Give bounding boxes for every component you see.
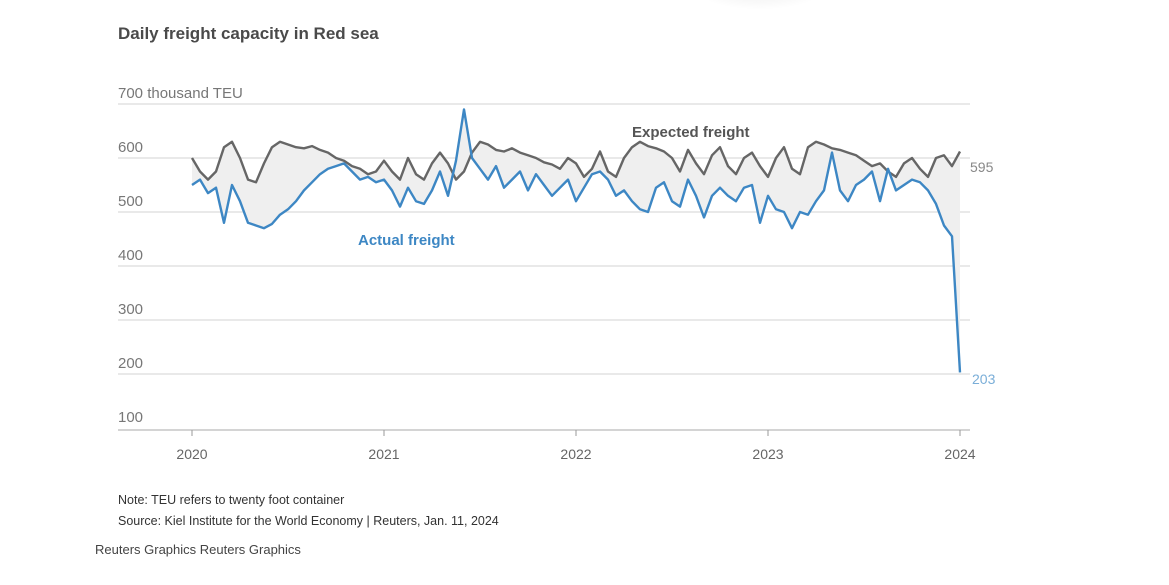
series-lines bbox=[190, 108, 962, 373]
y-tick-label: 400 bbox=[118, 247, 143, 264]
end-label-expected: 595 bbox=[970, 159, 994, 175]
chart-source: Source: Kiel Institute for the World Eco… bbox=[118, 514, 499, 528]
x-tick-label: 2020 bbox=[176, 446, 207, 462]
x-tick-label: 2023 bbox=[752, 446, 783, 462]
y-tick-label: 300 bbox=[118, 301, 143, 318]
gap-fill-area bbox=[192, 109, 960, 373]
actual-freight-line bbox=[191, 108, 962, 373]
x-axis: 2020 2021 2022 2023 2024 bbox=[118, 429, 976, 462]
y-tick-label: 200 bbox=[118, 355, 143, 372]
x-tick-label: 2022 bbox=[560, 446, 591, 462]
annotation-expected-freight: Expected freight bbox=[632, 124, 750, 141]
annotation-actual-freight: Actual freight bbox=[358, 232, 455, 249]
y-tick-label: 600 bbox=[118, 139, 143, 156]
decorative-shadow bbox=[690, 0, 830, 10]
end-label-actual: 203 bbox=[972, 371, 996, 387]
y-tick-label: 700 thousand TEU bbox=[118, 85, 243, 102]
chart-title: Daily freight capacity in Red sea bbox=[118, 24, 379, 43]
y-tick-label: 100 bbox=[118, 409, 143, 426]
expected-freight-line bbox=[190, 140, 962, 184]
grid: 700 thousand TEU 600 500 400 300 200 100 bbox=[118, 85, 970, 426]
x-tick-label: 2021 bbox=[368, 446, 399, 462]
credit-line: Reuters Graphics Reuters Graphics bbox=[95, 542, 301, 557]
chart-note: Note: TEU refers to twenty foot containe… bbox=[118, 493, 345, 507]
x-tick-label: 2024 bbox=[944, 446, 975, 462]
y-tick-label: 500 bbox=[118, 193, 143, 210]
